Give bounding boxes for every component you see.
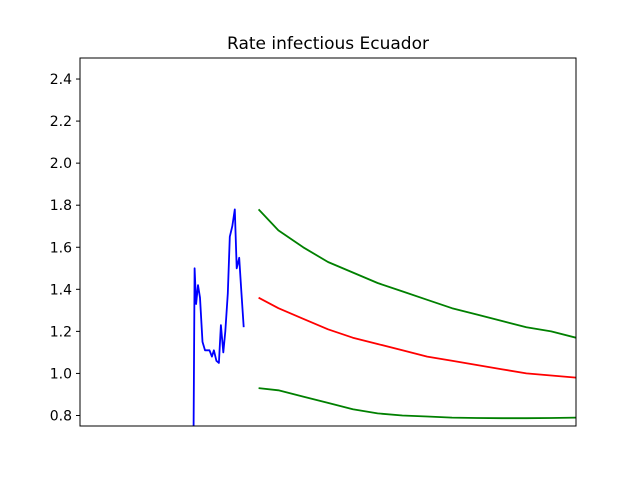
chart-title: Rate infectious Ecuador xyxy=(227,34,429,54)
y-tick-label: 1.8 xyxy=(50,198,72,214)
y-tick-label: 1.2 xyxy=(50,324,72,340)
series-line-3 xyxy=(258,387,576,420)
y-tick-label: 1.0 xyxy=(50,366,72,382)
y-tick-label: 2.0 xyxy=(50,156,72,172)
y-tick-label: 0.8 xyxy=(50,408,72,424)
y-tick-label: 2.2 xyxy=(50,114,72,130)
y-tick-label: 1.6 xyxy=(50,240,72,256)
series-line-2 xyxy=(257,208,576,339)
plot-frame xyxy=(79,57,577,427)
y-tick-label: 1.4 xyxy=(50,282,72,298)
series-layer xyxy=(192,208,576,426)
series-line-0 xyxy=(192,208,245,426)
series-line-1 xyxy=(258,296,576,379)
y-axis: 0.8 1.0 1.2 1.4 1.6 1.8 2.0 2.2 2.4 xyxy=(50,72,80,424)
y-tick-label: 2.4 xyxy=(50,72,72,88)
